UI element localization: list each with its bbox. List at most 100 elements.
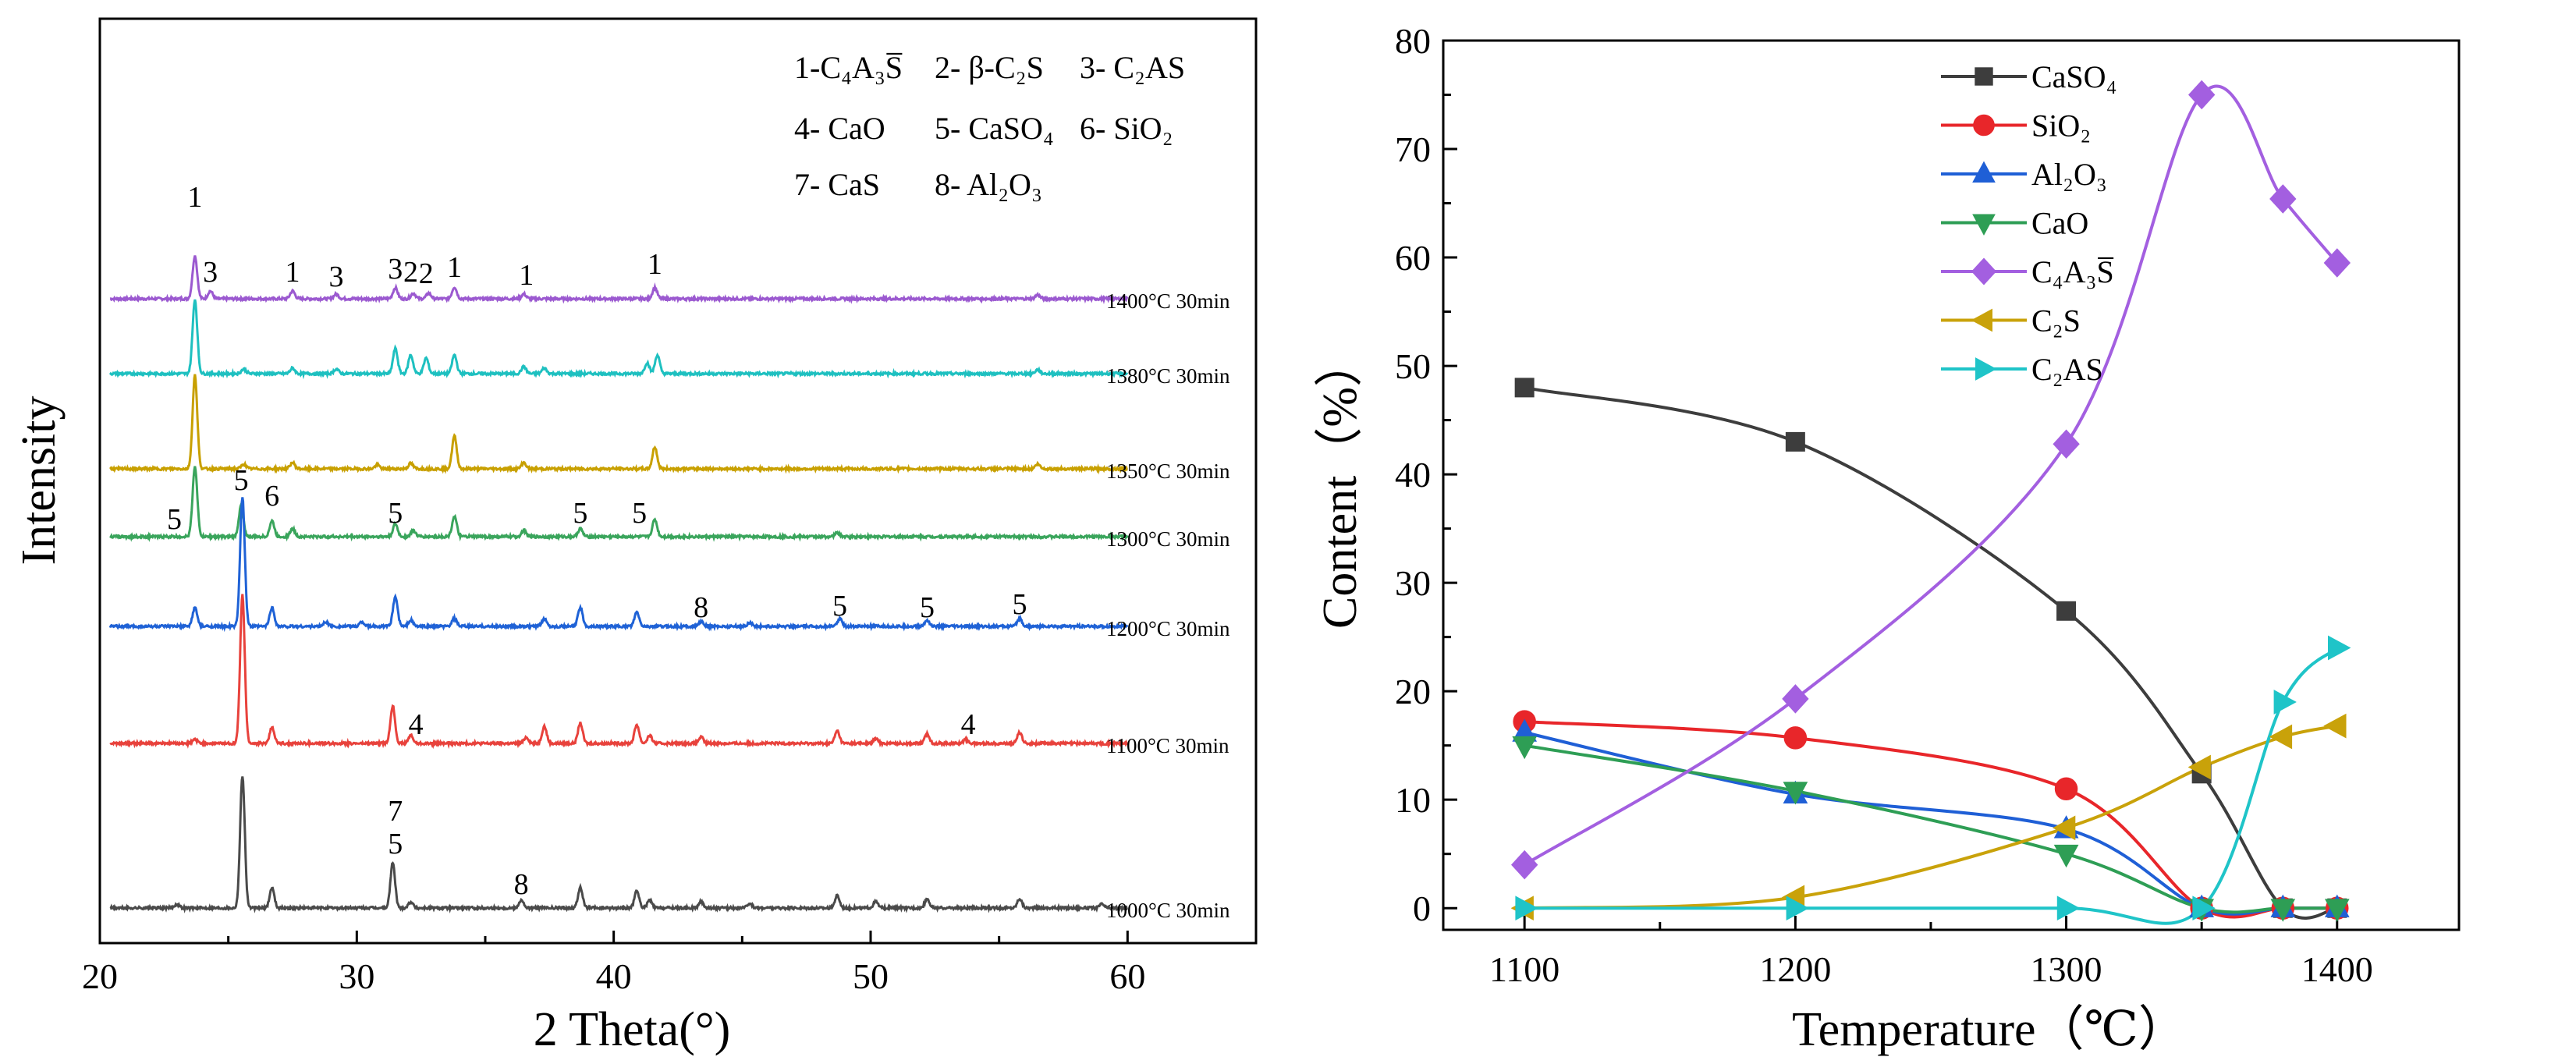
xrd-peak-label: 1 [519,259,534,292]
content-series-line [1524,731,2337,916]
xrd-curve-label: 1300°C 30min [1106,527,1230,551]
xrd-peak-label: 1 [648,248,662,281]
content-marker-triangle-right [1786,896,1809,921]
xrd-x-tick-label: 50 [853,956,889,996]
xrd-legend-entry: 3- C₂AS [1080,50,1185,85]
xrd-x-tick-label: 20 [82,956,118,996]
content-legend-label: C₂AS [2031,352,2103,387]
xrd-legend-entry: 7- CaS [794,167,880,202]
xrd-peak-label: 5 [234,464,249,497]
content-marker-triangle-down [1972,214,1996,236]
xrd-peak-label: 7 [388,795,403,828]
content-y-tick-label: 60 [1395,238,1431,278]
xrd-peak-label: 2 [419,257,434,290]
content-marker-diamond [1511,849,1538,880]
content-marker-diamond [2323,248,2351,278]
xrd-peak-label: 1 [187,181,202,214]
xrd-x-ticks: 20 30 40 50 60 [82,931,1145,996]
content-marker-diamond [1971,257,1997,286]
xrd-x-tick-label: 30 [339,956,374,996]
xrd-curve [109,776,1128,914]
content-marker-triangle-right [2056,896,2081,921]
content-legend-label: C₂S [2031,303,2081,339]
content-marker-triangle-down [2324,899,2350,922]
content-series-line [1524,84,2339,867]
content-legend-label: C₄A₃S̅ [2031,254,2114,289]
xrd-y-axis-label: Intensity [12,396,66,566]
xrd-curve [109,374,1128,475]
xrd-x-tick-label: 40 [596,956,632,996]
content-x-tick-label: 1200 [1759,949,1831,989]
content-marker-triangle-right [2192,896,2216,921]
content-y-tick-label: 70 [1395,129,1431,169]
content-curves [1524,84,2339,925]
xrd-peak-label: 5 [632,497,647,530]
xrd-curve [109,594,1128,750]
xrd-legend-entry: 2- β-C₂S [935,50,1044,85]
content-marker-triangle-left [2269,724,2293,750]
xrd-curve-label: 1400°C 30min [1106,289,1230,313]
xrd-curve [109,255,1129,305]
content-marker-triangle-up [1972,161,1996,183]
content-legend: CaSO₄ SiO₂ Al₂O₃ CaO C₄A₃S̅ C₂S C₂AS [1941,59,2117,387]
xrd-peak-label: 5 [573,497,587,530]
content-marker-square [2056,601,2077,621]
xrd-legend-entry: 1-C₄A₃S̅ [794,50,903,85]
content-marker-triangle-right [1975,357,1997,381]
content-marker-triangle-left [2053,815,2076,841]
content-y-tick-label: 80 [1395,21,1431,61]
content-chart: 1100 1200 1300 1400 0 10 20 30 40 50 60 70 80 CaSO₄ S… [1314,21,2461,1056]
xrd-curve [109,466,1129,543]
xrd-legend-entry: 4- CaO [794,111,885,146]
content-y-axis-label: Content（%） [1314,339,1367,629]
content-marker-diamond [2053,429,2080,459]
content-marker-triangle-down [1783,782,1808,805]
content-x-axis-label: Temperature（℃） [1792,1003,2187,1056]
xrd-peak-label: 4 [409,708,424,741]
content-marker-triangle-left [2187,754,2211,780]
xrd-legend-entry: 5- CaSO₄ [935,111,1054,146]
xrd-legend-entry: 6- SiO₂ [1080,111,1173,146]
content-marker-circle [1973,114,1995,137]
content-marker-circle [1783,726,1808,750]
content-marker-square [1514,378,1535,398]
content-series-line [1524,646,2339,925]
xrd-peak-label: 1 [286,256,300,289]
xrd-peak-label: 6 [264,480,279,512]
content-y-tick-label: 50 [1395,346,1431,386]
xrd-peak-label: 5 [920,591,935,624]
xrd-peak-label: 2 [403,256,418,289]
content-y-tick-label: 0 [1413,888,1431,928]
content-marker-triangle-right [2273,690,2297,715]
xrd-curve-label: 1200°C 30min [1106,617,1230,640]
xrd-peak-label: 5 [388,497,403,530]
xrd-peak-label: 1 [447,251,462,284]
content-series-line [1524,724,2338,910]
xrd-curve-label: 1000°C 30min [1106,899,1230,922]
content-marker-diamond [2269,184,2297,214]
content-x-tick-label: 1300 [2031,949,2102,989]
content-markers [1510,80,2351,922]
xrd-peak-label: 5 [388,828,403,860]
xrd-peak-label: 3 [328,261,343,293]
xrd-curve [108,299,1129,380]
content-marker-triangle-right [2328,635,2351,661]
content-marker-square [1975,67,1993,86]
xrd-peak-label: 5 [1013,588,1027,621]
content-marker-square [1785,431,1805,452]
content-marker-triangle-down [1512,736,1538,760]
xrd-phase-legend: 1-C₄A₃S̅ 2- β-C₂S 3- C₂AS 4- CaO 5- CaSO₄ 6- … [794,50,1185,202]
content-plot-frame [1442,39,2461,931]
xrd-curve-labels: 1400°C 30min 1380°C 30min 1350°C 30min 1300… [1106,289,1230,922]
content-legend-label: SiO₂ [2031,108,2091,144]
content-y-tick-label: 10 [1395,780,1431,820]
xrd-curve-label: 1380°C 30min [1106,364,1230,388]
content-series-line [1524,385,2338,920]
content-marker-triangle-left [2323,713,2347,739]
xrd-chart: 20 30 40 50 60 1400°C 30min 1380°C 30min 1350°… [12,17,1258,1056]
xrd-peak-label: 8 [514,868,529,901]
content-marker-triangle-down [2270,899,2296,922]
content-marker-diamond [2188,80,2216,110]
content-x-tick-label: 1400 [2301,949,2373,989]
